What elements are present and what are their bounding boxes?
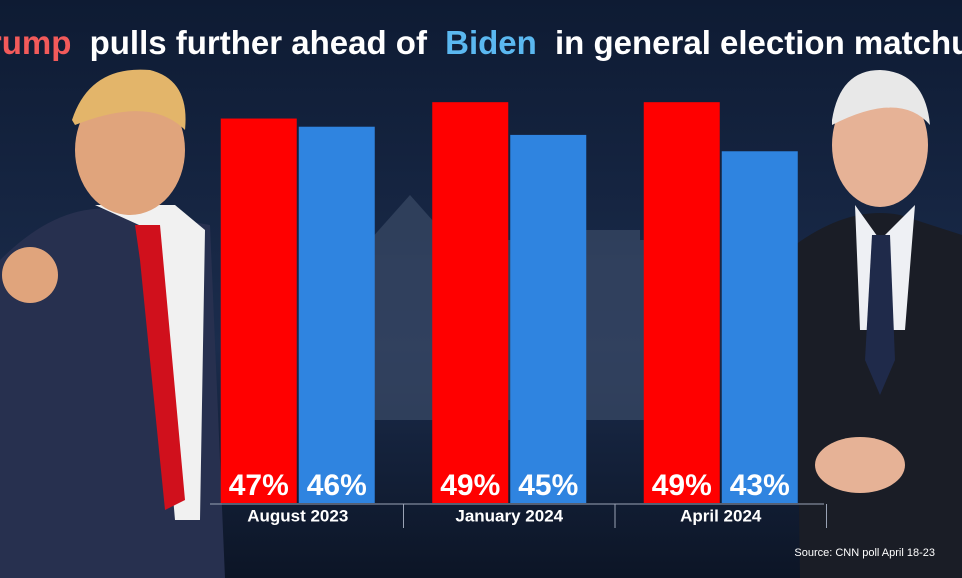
value-label: 46% — [307, 469, 367, 502]
white-house — [370, 195, 650, 420]
title-biden: Biden — [445, 24, 537, 61]
trump-photo — [0, 69, 225, 578]
title-text: in general election matchup — [555, 24, 962, 61]
value-label: 47% — [229, 469, 289, 502]
bar — [510, 134, 587, 503]
x-tick-label: April 2024 — [680, 506, 762, 525]
title-trump: Trump — [0, 24, 71, 61]
value-label: 49% — [652, 469, 712, 502]
value-label: 45% — [518, 469, 578, 502]
bar — [432, 102, 509, 504]
title-text: pulls further ahead of — [90, 24, 428, 61]
x-tick-label: January 2024 — [455, 506, 563, 525]
bar — [298, 126, 375, 503]
value-label: 43% — [730, 469, 790, 502]
chart-title: Trump pulls further ahead of Biden in ge… — [0, 24, 962, 61]
biden-photo — [795, 70, 962, 578]
x-tick-label: August 2023 — [247, 506, 348, 525]
bar — [721, 151, 798, 503]
bar — [643, 102, 720, 504]
bar — [220, 118, 297, 503]
source: Source: CNN poll April 18-23 — [794, 547, 935, 559]
value-label: 49% — [440, 469, 500, 502]
